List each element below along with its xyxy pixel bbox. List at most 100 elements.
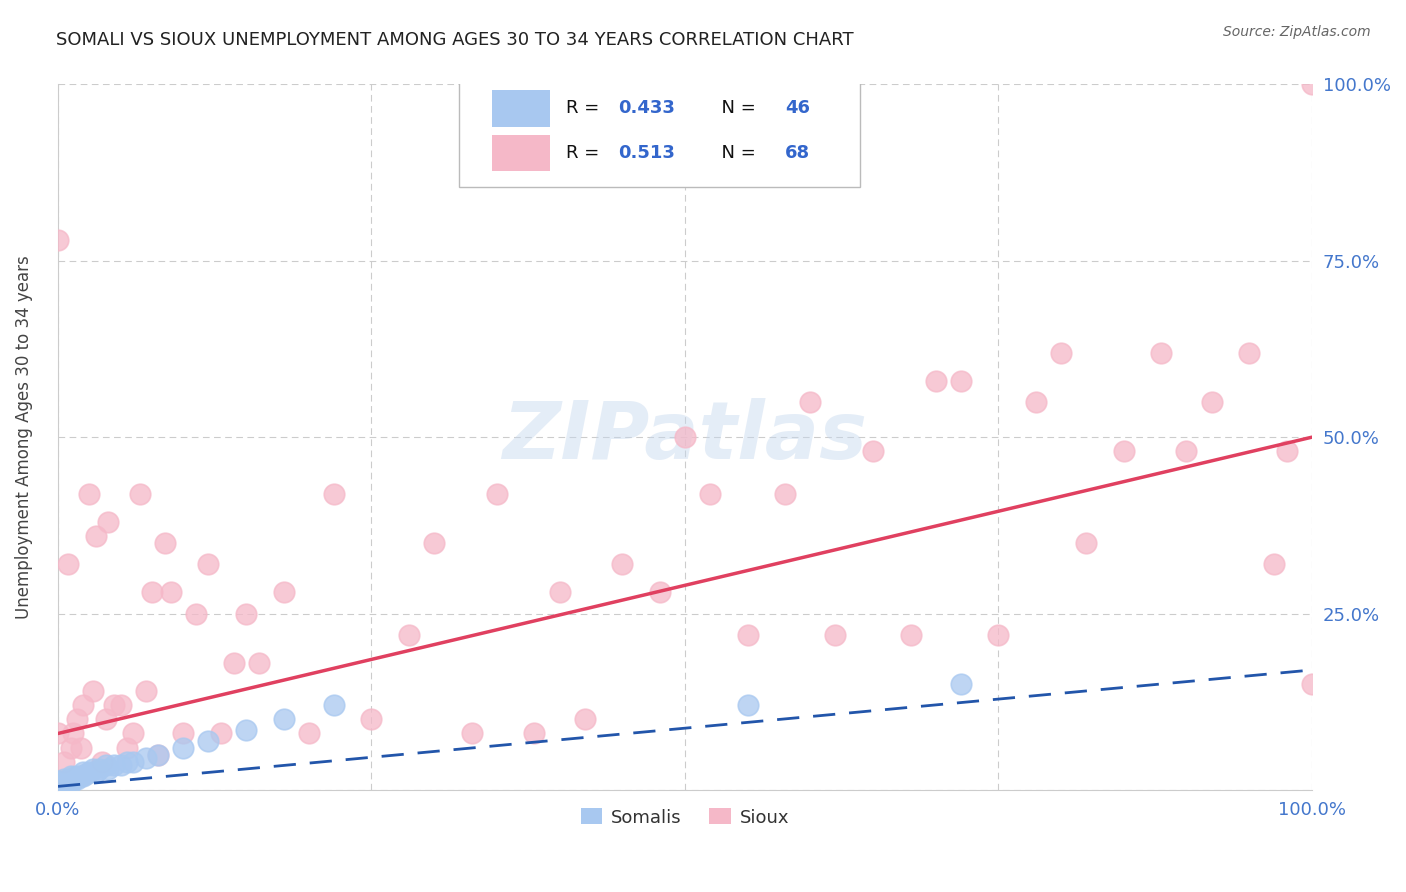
Point <box>84 529 107 543</box>
Point <box>46 783 69 797</box>
Point <box>1301 677 1323 691</box>
Point <box>128 486 150 500</box>
FancyBboxPatch shape <box>492 90 550 127</box>
Point <box>1301 78 1323 92</box>
Point <box>72 765 94 780</box>
Point <box>62 726 84 740</box>
Point <box>737 628 759 642</box>
Point <box>58 772 80 787</box>
Point <box>322 486 344 500</box>
Point <box>59 772 82 787</box>
Point <box>115 755 138 769</box>
Point <box>900 628 922 642</box>
Point <box>97 762 120 776</box>
Point <box>949 374 972 388</box>
Point <box>75 767 97 781</box>
Text: ZIPatlas: ZIPatlas <box>502 398 868 476</box>
Point <box>103 698 125 713</box>
Point <box>90 755 112 769</box>
Point <box>46 780 69 794</box>
Y-axis label: Unemployment Among Ages 30 to 34 years: Unemployment Among Ages 30 to 34 years <box>15 255 32 619</box>
Point <box>46 774 69 789</box>
Point <box>82 762 104 776</box>
Point <box>648 585 671 599</box>
Point <box>235 723 257 737</box>
Text: N =: N = <box>710 99 762 117</box>
Point <box>46 726 69 740</box>
Point <box>775 486 797 500</box>
Point <box>122 726 145 740</box>
Point <box>69 740 91 755</box>
Point <box>298 726 321 740</box>
Point <box>53 755 76 769</box>
Point <box>987 628 1010 642</box>
Point <box>235 607 257 621</box>
Point <box>574 712 596 726</box>
Point <box>172 740 194 755</box>
Point <box>135 684 157 698</box>
Point <box>799 395 821 409</box>
Point <box>53 772 76 787</box>
Point <box>1076 536 1098 550</box>
Point <box>322 698 344 713</box>
Point <box>141 585 163 599</box>
Text: 46: 46 <box>786 99 810 117</box>
Point <box>197 733 219 747</box>
Point <box>360 712 382 726</box>
FancyBboxPatch shape <box>460 78 860 186</box>
Point <box>172 726 194 740</box>
Point <box>485 486 508 500</box>
Point <box>82 684 104 698</box>
Point <box>153 536 176 550</box>
Point <box>222 656 245 670</box>
FancyBboxPatch shape <box>492 135 550 171</box>
Point <box>737 698 759 713</box>
Point <box>59 740 82 755</box>
Point <box>46 233 69 247</box>
Point <box>1263 557 1285 571</box>
Point <box>63 770 86 784</box>
Point <box>110 758 132 772</box>
Point <box>56 557 79 571</box>
Point <box>398 628 420 642</box>
Point <box>1275 444 1298 458</box>
Text: 68: 68 <box>786 144 810 162</box>
Point <box>46 777 69 791</box>
Point <box>55 776 77 790</box>
Point <box>135 751 157 765</box>
Point <box>1201 395 1223 409</box>
Point <box>1237 345 1260 359</box>
Point <box>66 712 89 726</box>
Point <box>94 758 117 772</box>
Point <box>273 712 295 726</box>
Point <box>1050 345 1073 359</box>
Point <box>53 780 76 794</box>
Point <box>72 698 94 713</box>
Text: R =: R = <box>565 144 605 162</box>
Point <box>148 747 170 762</box>
Text: R =: R = <box>565 99 605 117</box>
Point <box>53 776 76 790</box>
Point <box>103 758 125 772</box>
Text: SOMALI VS SIOUX UNEMPLOYMENT AMONG AGES 30 TO 34 YEARS CORRELATION CHART: SOMALI VS SIOUX UNEMPLOYMENT AMONG AGES … <box>56 31 853 49</box>
Point <box>66 769 89 783</box>
Point <box>122 755 145 769</box>
Point <box>84 765 107 780</box>
Point <box>1175 444 1198 458</box>
Point <box>46 783 69 797</box>
Point <box>46 783 69 797</box>
Point <box>69 769 91 783</box>
Point <box>1112 444 1135 458</box>
Point <box>72 769 94 783</box>
Point <box>160 585 183 599</box>
Point <box>59 769 82 783</box>
Point <box>209 726 232 740</box>
Point <box>1150 345 1173 359</box>
Point <box>1025 395 1047 409</box>
Point <box>89 762 111 776</box>
Point <box>79 765 101 780</box>
Point <box>62 772 84 787</box>
Point <box>56 774 79 789</box>
Point <box>148 747 170 762</box>
Point <box>197 557 219 571</box>
